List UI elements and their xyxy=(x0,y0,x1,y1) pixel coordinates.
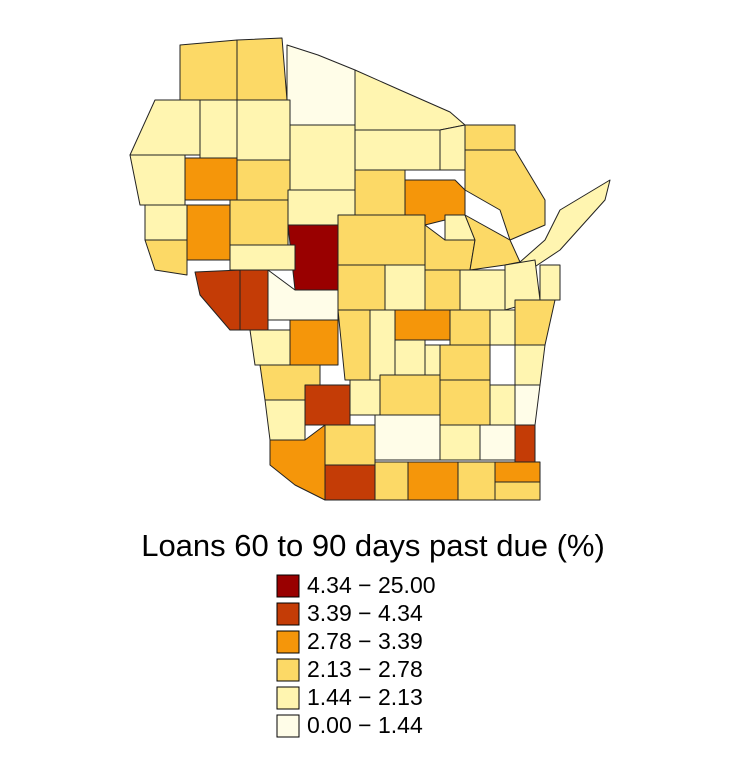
county xyxy=(264,399,306,441)
legend-label: 1.44 − 2.13 xyxy=(307,684,423,710)
county xyxy=(236,37,288,101)
county xyxy=(459,269,506,311)
county xyxy=(249,329,291,366)
county xyxy=(384,264,426,311)
county xyxy=(184,157,238,201)
county xyxy=(407,461,459,501)
county xyxy=(144,239,188,276)
county xyxy=(514,424,536,463)
state-map xyxy=(129,37,611,501)
county xyxy=(199,99,238,159)
county xyxy=(354,69,466,131)
legend: 4.34 − 25.003.39 − 4.342.78 − 3.392.13 −… xyxy=(276,572,436,738)
county xyxy=(439,424,481,461)
legend-label: 4.34 − 25.00 xyxy=(307,572,436,598)
county xyxy=(464,124,516,151)
county xyxy=(324,424,376,466)
county xyxy=(144,204,188,241)
legend-swatch xyxy=(276,658,300,682)
county xyxy=(337,214,426,266)
county xyxy=(236,159,291,201)
legend-title: Loans 60 to 90 days past due (%) xyxy=(141,528,605,563)
county xyxy=(439,124,466,171)
county xyxy=(394,339,426,376)
legend-swatch xyxy=(276,602,300,626)
county xyxy=(379,374,441,416)
county xyxy=(457,461,496,501)
county xyxy=(229,244,296,271)
county xyxy=(354,169,406,216)
county xyxy=(439,379,491,426)
county xyxy=(514,299,556,346)
county xyxy=(324,464,376,501)
county xyxy=(494,461,541,483)
county xyxy=(514,344,546,386)
county xyxy=(489,309,516,346)
legend-swatch xyxy=(276,574,300,598)
legend-swatch xyxy=(276,686,300,710)
legend-label: 3.39 − 4.34 xyxy=(307,600,423,626)
county xyxy=(239,269,269,331)
county xyxy=(286,44,356,126)
county xyxy=(489,384,516,426)
legend-label: 0.00 − 1.44 xyxy=(307,712,423,738)
county xyxy=(439,344,491,381)
county xyxy=(374,414,441,461)
county xyxy=(424,269,461,311)
county xyxy=(514,384,541,426)
county xyxy=(289,124,356,191)
county xyxy=(479,424,516,461)
county xyxy=(337,309,371,381)
county xyxy=(449,309,491,346)
county xyxy=(304,384,351,426)
county xyxy=(194,269,241,331)
legend-swatch xyxy=(276,630,300,654)
legend-label: 2.78 − 3.39 xyxy=(307,628,423,654)
county xyxy=(374,461,409,501)
county xyxy=(179,39,238,101)
county xyxy=(424,344,441,376)
county xyxy=(494,481,541,501)
county xyxy=(129,99,201,156)
county xyxy=(289,319,339,366)
county xyxy=(539,264,561,301)
county xyxy=(369,309,396,381)
county xyxy=(129,154,186,206)
county xyxy=(236,99,291,161)
legend-swatch xyxy=(276,714,300,738)
legend-label: 2.13 − 2.78 xyxy=(307,656,423,682)
county xyxy=(354,129,441,171)
county xyxy=(337,264,386,311)
county xyxy=(394,309,451,341)
county xyxy=(229,199,289,246)
county xyxy=(186,204,231,261)
county xyxy=(349,379,381,416)
